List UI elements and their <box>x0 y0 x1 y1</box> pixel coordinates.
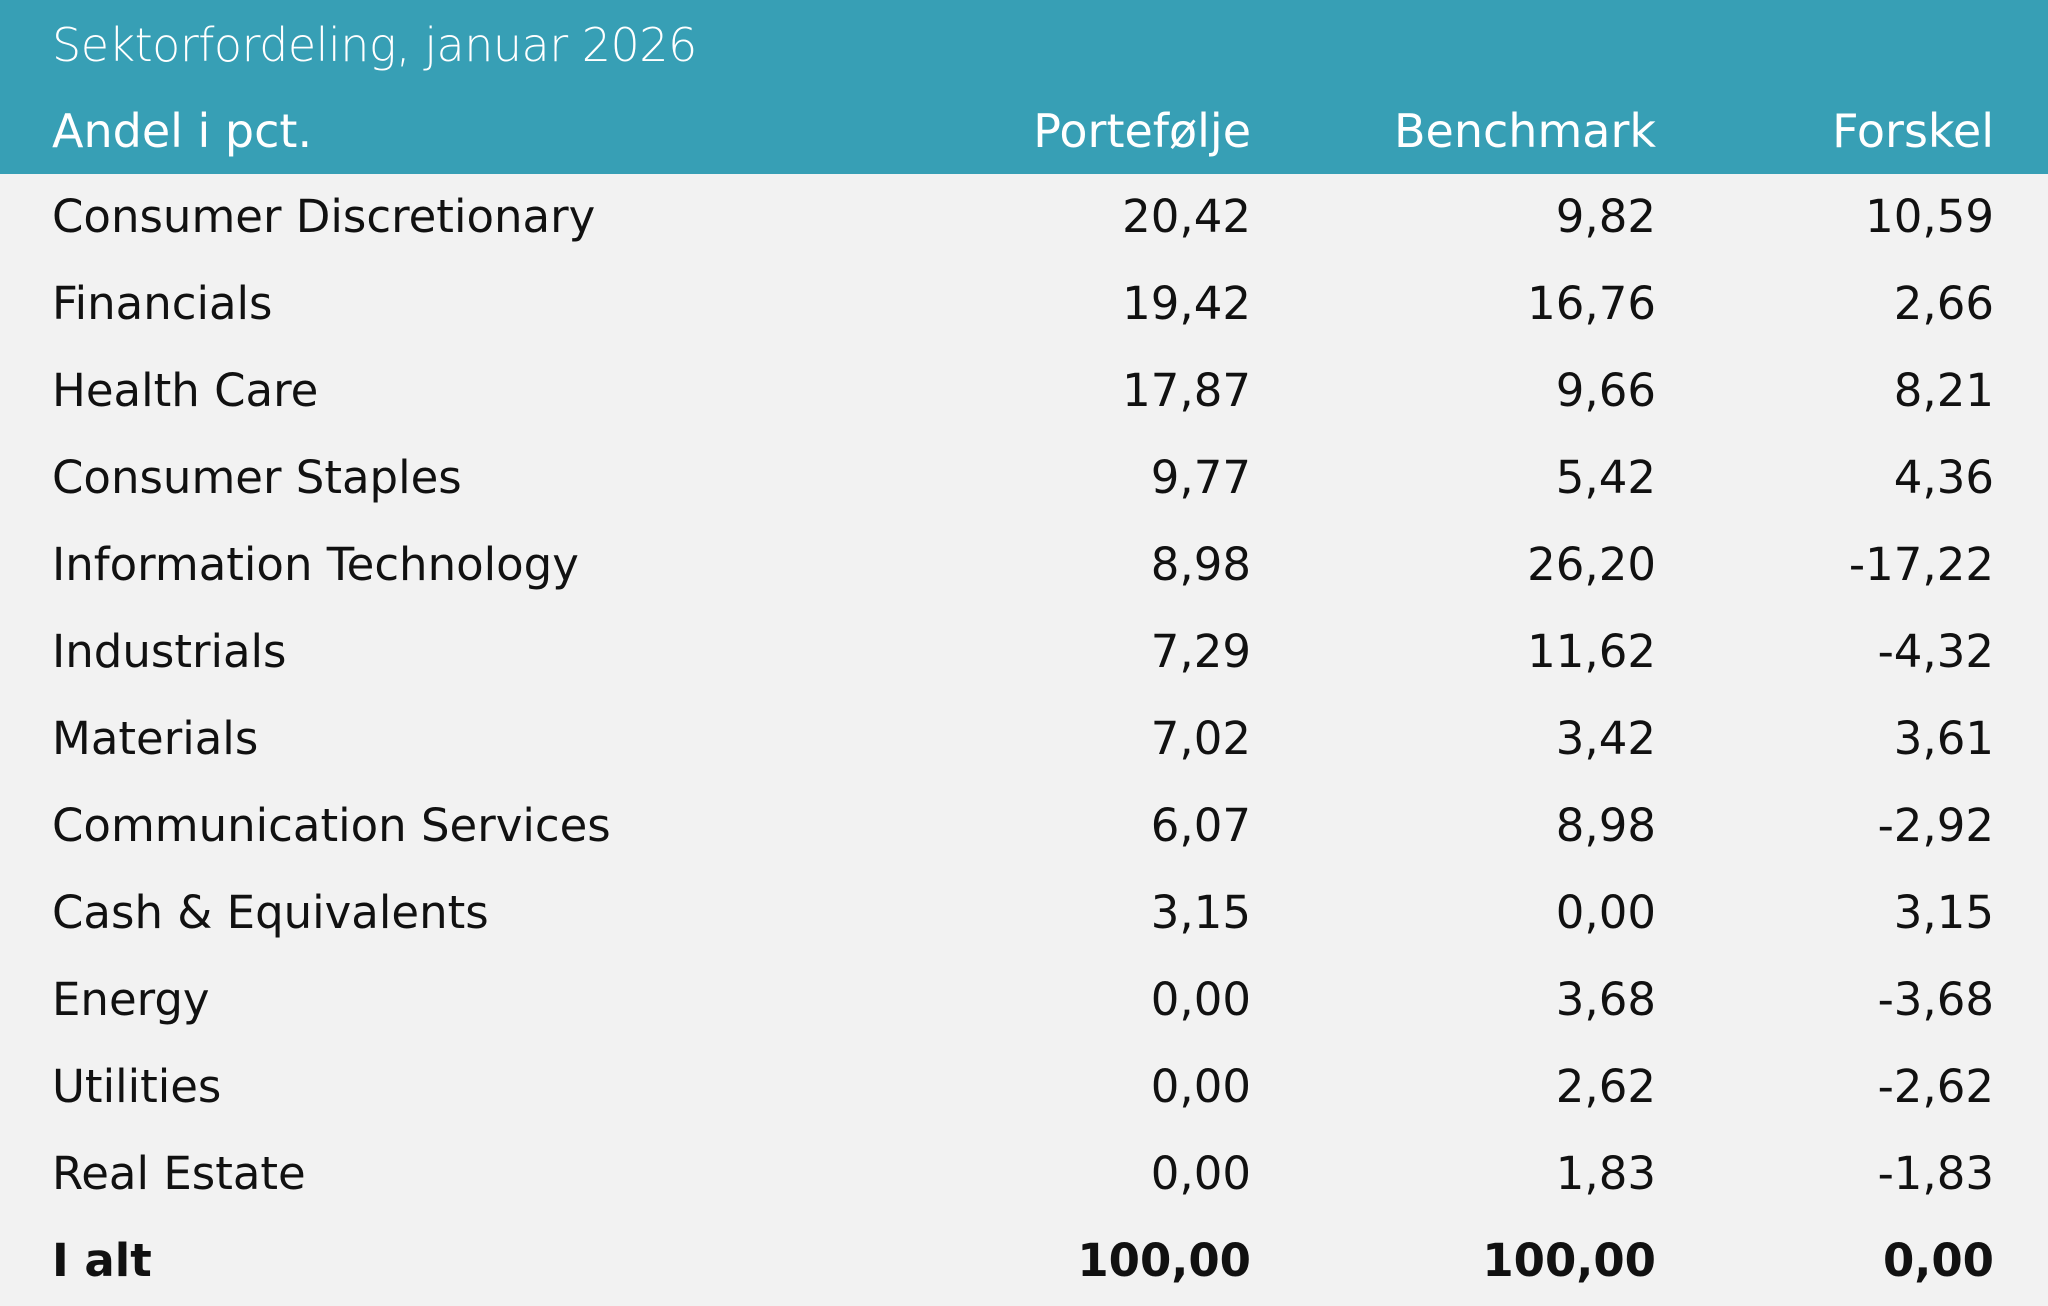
cell-sector: I alt <box>52 1234 152 1287</box>
table-title: Sektorfordeling, januar 2026 <box>52 18 697 72</box>
cell-sector: Financials <box>52 277 273 330</box>
column-header-difference: Forskel <box>1832 104 1994 158</box>
cell-benchmark: 8,98 <box>1555 799 1656 852</box>
cell-benchmark: 2,62 <box>1555 1060 1656 1113</box>
cell-benchmark: 26,20 <box>1527 538 1656 591</box>
cell-difference: 2,66 <box>1893 277 1994 330</box>
cell-difference: -17,22 <box>1848 538 1994 591</box>
cell-difference: 10,59 <box>1865 190 1994 243</box>
table-header: Sektorfordeling, januar 2026 Andel i pct… <box>0 0 2048 174</box>
cell-difference: 3,15 <box>1893 886 1994 939</box>
cell-sector: Cash & Equivalents <box>52 886 489 939</box>
table-row: Energy 0,00 3,68 -3,68 <box>0 957 2048 1044</box>
cell-difference: -2,62 <box>1877 1060 1994 1113</box>
cell-portfolio: 17,87 <box>1122 364 1251 417</box>
cell-difference: 0,00 <box>1882 1234 1994 1287</box>
cell-sector: Information Technology <box>52 538 579 591</box>
column-headers: Andel i pct. Portefølje Benchmark Forske… <box>0 104 2048 164</box>
table-row: Communication Services 6,07 8,98 -2,92 <box>0 783 2048 870</box>
table-row: Consumer Discretionary 20,42 9,82 10,59 <box>0 174 2048 261</box>
cell-benchmark: 9,66 <box>1555 364 1656 417</box>
table-row: Financials 19,42 16,76 2,66 <box>0 261 2048 348</box>
cell-benchmark: 1,83 <box>1555 1147 1656 1200</box>
cell-benchmark: 100,00 <box>1482 1234 1656 1287</box>
total-row: I alt 100,00 100,00 0,00 <box>0 1218 2048 1305</box>
cell-difference: 4,36 <box>1893 451 1994 504</box>
table-row: Utilities 0,00 2,62 -2,62 <box>0 1044 2048 1131</box>
column-header-benchmark: Benchmark <box>1393 104 1656 158</box>
cell-portfolio: 20,42 <box>1122 190 1251 243</box>
cell-difference: 3,61 <box>1893 712 1994 765</box>
table-body: Consumer Discretionary 20,42 9,82 10,59 Fina… <box>0 174 2048 1305</box>
cell-portfolio: 0,00 <box>1150 973 1251 1026</box>
column-header-sector: Andel i pct. <box>52 104 313 158</box>
table-row: Cash & Equivalents 3,15 0,00 3,15 <box>0 870 2048 957</box>
cell-sector: Utilities <box>52 1060 222 1113</box>
cell-difference: -3,68 <box>1877 973 1994 1026</box>
cell-benchmark: 11,62 <box>1527 625 1656 678</box>
cell-portfolio: 0,00 <box>1150 1147 1251 1200</box>
cell-difference: -4,32 <box>1877 625 1994 678</box>
cell-portfolio: 0,00 <box>1150 1060 1251 1113</box>
cell-sector: Communication Services <box>52 799 611 852</box>
cell-sector: Industrials <box>52 625 287 678</box>
cell-sector: Energy <box>52 973 210 1026</box>
cell-difference: -1,83 <box>1877 1147 1994 1200</box>
cell-sector: Consumer Staples <box>52 451 462 504</box>
cell-portfolio: 3,15 <box>1150 886 1251 939</box>
table-row: Industrials 7,29 11,62 -4,32 <box>0 609 2048 696</box>
cell-portfolio: 19,42 <box>1122 277 1251 330</box>
cell-benchmark: 0,00 <box>1555 886 1656 939</box>
cell-benchmark: 3,42 <box>1555 712 1656 765</box>
cell-benchmark: 16,76 <box>1527 277 1656 330</box>
cell-portfolio: 8,98 <box>1150 538 1251 591</box>
cell-sector: Consumer Discretionary <box>52 190 596 243</box>
cell-benchmark: 3,68 <box>1555 973 1656 1026</box>
cell-benchmark: 5,42 <box>1555 451 1656 504</box>
table-row: Materials 7,02 3,42 3,61 <box>0 696 2048 783</box>
table-row: Real Estate 0,00 1,83 -1,83 <box>0 1131 2048 1218</box>
cell-sector: Health Care <box>52 364 319 417</box>
cell-portfolio: 7,02 <box>1150 712 1251 765</box>
cell-portfolio: 100,00 <box>1077 1234 1251 1287</box>
column-header-portfolio: Portefølje <box>1033 104 1251 158</box>
cell-portfolio: 7,29 <box>1150 625 1251 678</box>
cell-portfolio: 9,77 <box>1150 451 1251 504</box>
table-row: Information Technology 8,98 26,20 -17,22 <box>0 522 2048 609</box>
cell-difference: 8,21 <box>1893 364 1994 417</box>
cell-difference: -2,92 <box>1877 799 1994 852</box>
table-row: Consumer Staples 9,77 5,42 4,36 <box>0 435 2048 522</box>
cell-portfolio: 6,07 <box>1150 799 1251 852</box>
cell-sector: Real Estate <box>52 1147 306 1200</box>
cell-sector: Materials <box>52 712 259 765</box>
table-row: Health Care 17,87 9,66 8,21 <box>0 348 2048 435</box>
cell-benchmark: 9,82 <box>1555 190 1656 243</box>
